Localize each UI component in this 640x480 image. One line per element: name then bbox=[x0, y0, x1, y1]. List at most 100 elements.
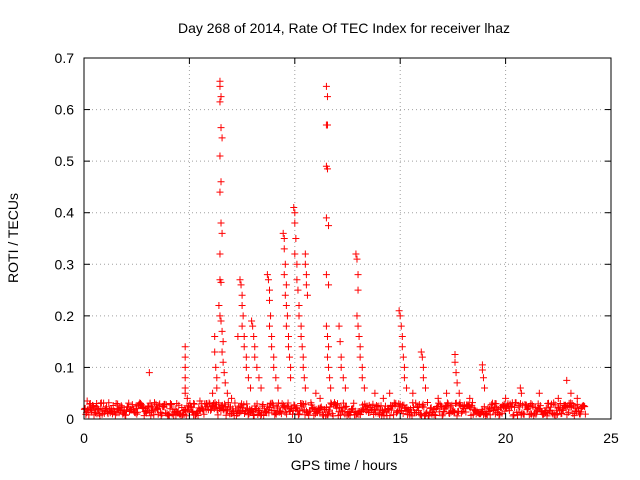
data-point bbox=[558, 409, 566, 417]
data-point bbox=[223, 407, 231, 415]
data-point bbox=[263, 271, 271, 279]
x-tick-label: 0 bbox=[80, 430, 88, 446]
data-point bbox=[403, 384, 411, 392]
data-point bbox=[266, 296, 274, 304]
data-point bbox=[567, 399, 575, 407]
data-point bbox=[287, 363, 295, 371]
data-point bbox=[216, 98, 224, 106]
data-point bbox=[478, 366, 486, 374]
data-point bbox=[570, 412, 578, 420]
data-point bbox=[543, 412, 551, 420]
data-point bbox=[514, 411, 522, 419]
data-point bbox=[567, 389, 575, 397]
data-point bbox=[194, 412, 202, 420]
data-point bbox=[218, 229, 226, 237]
data-point bbox=[281, 260, 289, 268]
data-point bbox=[400, 363, 408, 371]
x-tick-label: 25 bbox=[603, 430, 619, 446]
data-point bbox=[228, 394, 236, 402]
y-tick-label: 0.4 bbox=[55, 205, 75, 221]
data-point bbox=[93, 400, 101, 408]
data-point bbox=[274, 384, 282, 392]
data-point bbox=[322, 82, 330, 90]
data-point bbox=[553, 410, 561, 418]
data-point bbox=[479, 374, 487, 382]
axis-ticks bbox=[83, 57, 612, 420]
data-point bbox=[577, 408, 585, 416]
data-point bbox=[253, 363, 261, 371]
data-point bbox=[125, 399, 133, 407]
data-point bbox=[415, 407, 423, 415]
data-point bbox=[238, 291, 246, 299]
data-point bbox=[224, 399, 232, 407]
data-point bbox=[240, 332, 248, 340]
data-point bbox=[417, 348, 425, 356]
data-point bbox=[217, 93, 225, 101]
data-point bbox=[322, 271, 330, 279]
y-tick-label: 0.5 bbox=[55, 153, 75, 169]
data-point bbox=[290, 401, 298, 409]
data-point bbox=[333, 400, 341, 408]
data-point bbox=[166, 400, 174, 408]
data-point bbox=[120, 407, 128, 415]
data-point bbox=[209, 389, 217, 397]
data-point bbox=[386, 389, 394, 397]
data-point bbox=[301, 250, 309, 258]
data-point bbox=[252, 406, 260, 414]
data-point bbox=[452, 369, 460, 377]
data-point bbox=[286, 353, 294, 361]
data-point bbox=[354, 286, 362, 294]
data-point bbox=[451, 358, 459, 366]
data-point bbox=[154, 405, 162, 413]
data-point bbox=[287, 374, 295, 382]
data-point bbox=[387, 406, 395, 414]
data-point bbox=[502, 394, 510, 402]
data-point bbox=[354, 271, 362, 279]
data-point bbox=[409, 389, 417, 397]
data-point bbox=[299, 363, 307, 371]
data-point bbox=[303, 291, 311, 299]
data-point bbox=[216, 312, 224, 320]
data-point bbox=[157, 412, 165, 420]
y-tick-label: 0 bbox=[66, 411, 74, 427]
x-axis-label: GPS time / hours bbox=[291, 457, 398, 473]
data-point bbox=[480, 403, 488, 411]
data-point bbox=[173, 400, 181, 408]
data-point bbox=[495, 411, 503, 419]
data-point bbox=[205, 399, 213, 407]
data-point bbox=[268, 343, 276, 351]
data-point bbox=[267, 312, 275, 320]
data-point bbox=[181, 374, 189, 382]
data-point bbox=[350, 399, 358, 407]
data-point bbox=[423, 408, 431, 416]
data-point bbox=[437, 403, 445, 411]
data-point bbox=[213, 374, 221, 382]
data-point bbox=[190, 400, 198, 408]
data-point bbox=[117, 402, 125, 410]
data-point bbox=[81, 405, 89, 413]
data-point bbox=[371, 389, 379, 397]
chart-title: Day 268 of 2014, Rate Of TEC Index for r… bbox=[178, 20, 510, 36]
data-point bbox=[103, 403, 111, 411]
data-point bbox=[544, 400, 552, 408]
data-point bbox=[299, 353, 307, 361]
data-point bbox=[297, 332, 305, 340]
data-point bbox=[279, 229, 287, 237]
data-point bbox=[282, 302, 290, 310]
data-point bbox=[181, 343, 189, 351]
data-point bbox=[397, 322, 405, 330]
data-point bbox=[395, 307, 403, 315]
data-point bbox=[235, 409, 243, 417]
data-point bbox=[244, 374, 252, 382]
data-point bbox=[112, 399, 120, 407]
data-point bbox=[137, 400, 145, 408]
data-point bbox=[353, 255, 361, 263]
data-point bbox=[211, 332, 219, 340]
data-point bbox=[322, 322, 330, 330]
data-point bbox=[563, 376, 571, 384]
data-point bbox=[253, 400, 261, 408]
data-point bbox=[134, 408, 142, 416]
data-point bbox=[284, 332, 292, 340]
data-point bbox=[295, 312, 303, 320]
data-point bbox=[284, 399, 292, 407]
